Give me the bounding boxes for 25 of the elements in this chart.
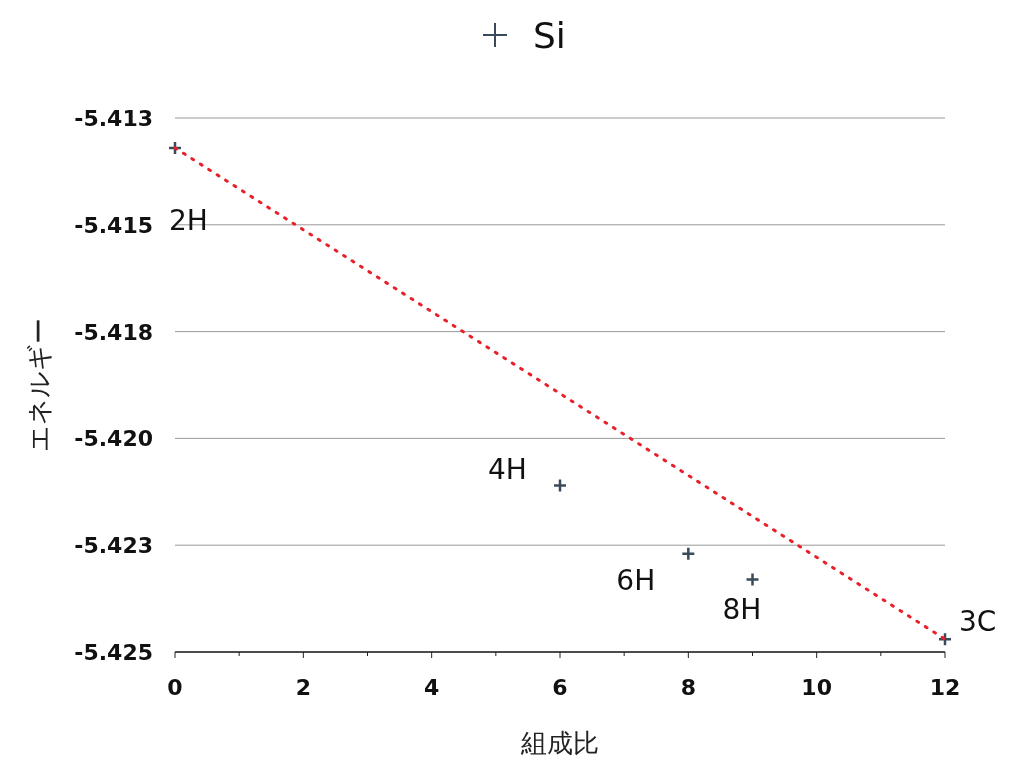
x-tick-label: 2	[295, 675, 311, 700]
x-axis-title: 組成比	[520, 728, 599, 758]
x-tick-label: 0	[167, 675, 183, 700]
point	[937, 631, 953, 647]
annotation: 6H	[616, 563, 656, 597]
y-tick-label: -5.415	[74, 212, 153, 238]
annotation: 2H	[169, 203, 208, 237]
point	[552, 478, 568, 493]
x-tick-label: 6	[552, 675, 568, 700]
annotation: 8H	[722, 593, 762, 627]
y-tick-label: -5.425	[74, 640, 153, 665]
y-tick-label: -5.420	[74, 426, 153, 452]
annotation: 3C	[959, 605, 997, 639]
x-tick-label: 10	[801, 675, 832, 700]
y-tick-label: -5.418	[74, 319, 153, 345]
y-axis-title: エネルギー	[24, 318, 54, 452]
y-tick-label: -5.413	[74, 106, 153, 131]
x-tick-label: 12	[929, 675, 961, 700]
legend-label: Si	[533, 15, 566, 56]
x-tick-label: 4	[424, 675, 440, 700]
y-tick-label: -5.423	[74, 533, 153, 559]
x-tick-label: 8	[680, 675, 696, 700]
annotation: 4H	[488, 453, 527, 487]
point	[681, 546, 696, 561]
point	[745, 572, 760, 587]
